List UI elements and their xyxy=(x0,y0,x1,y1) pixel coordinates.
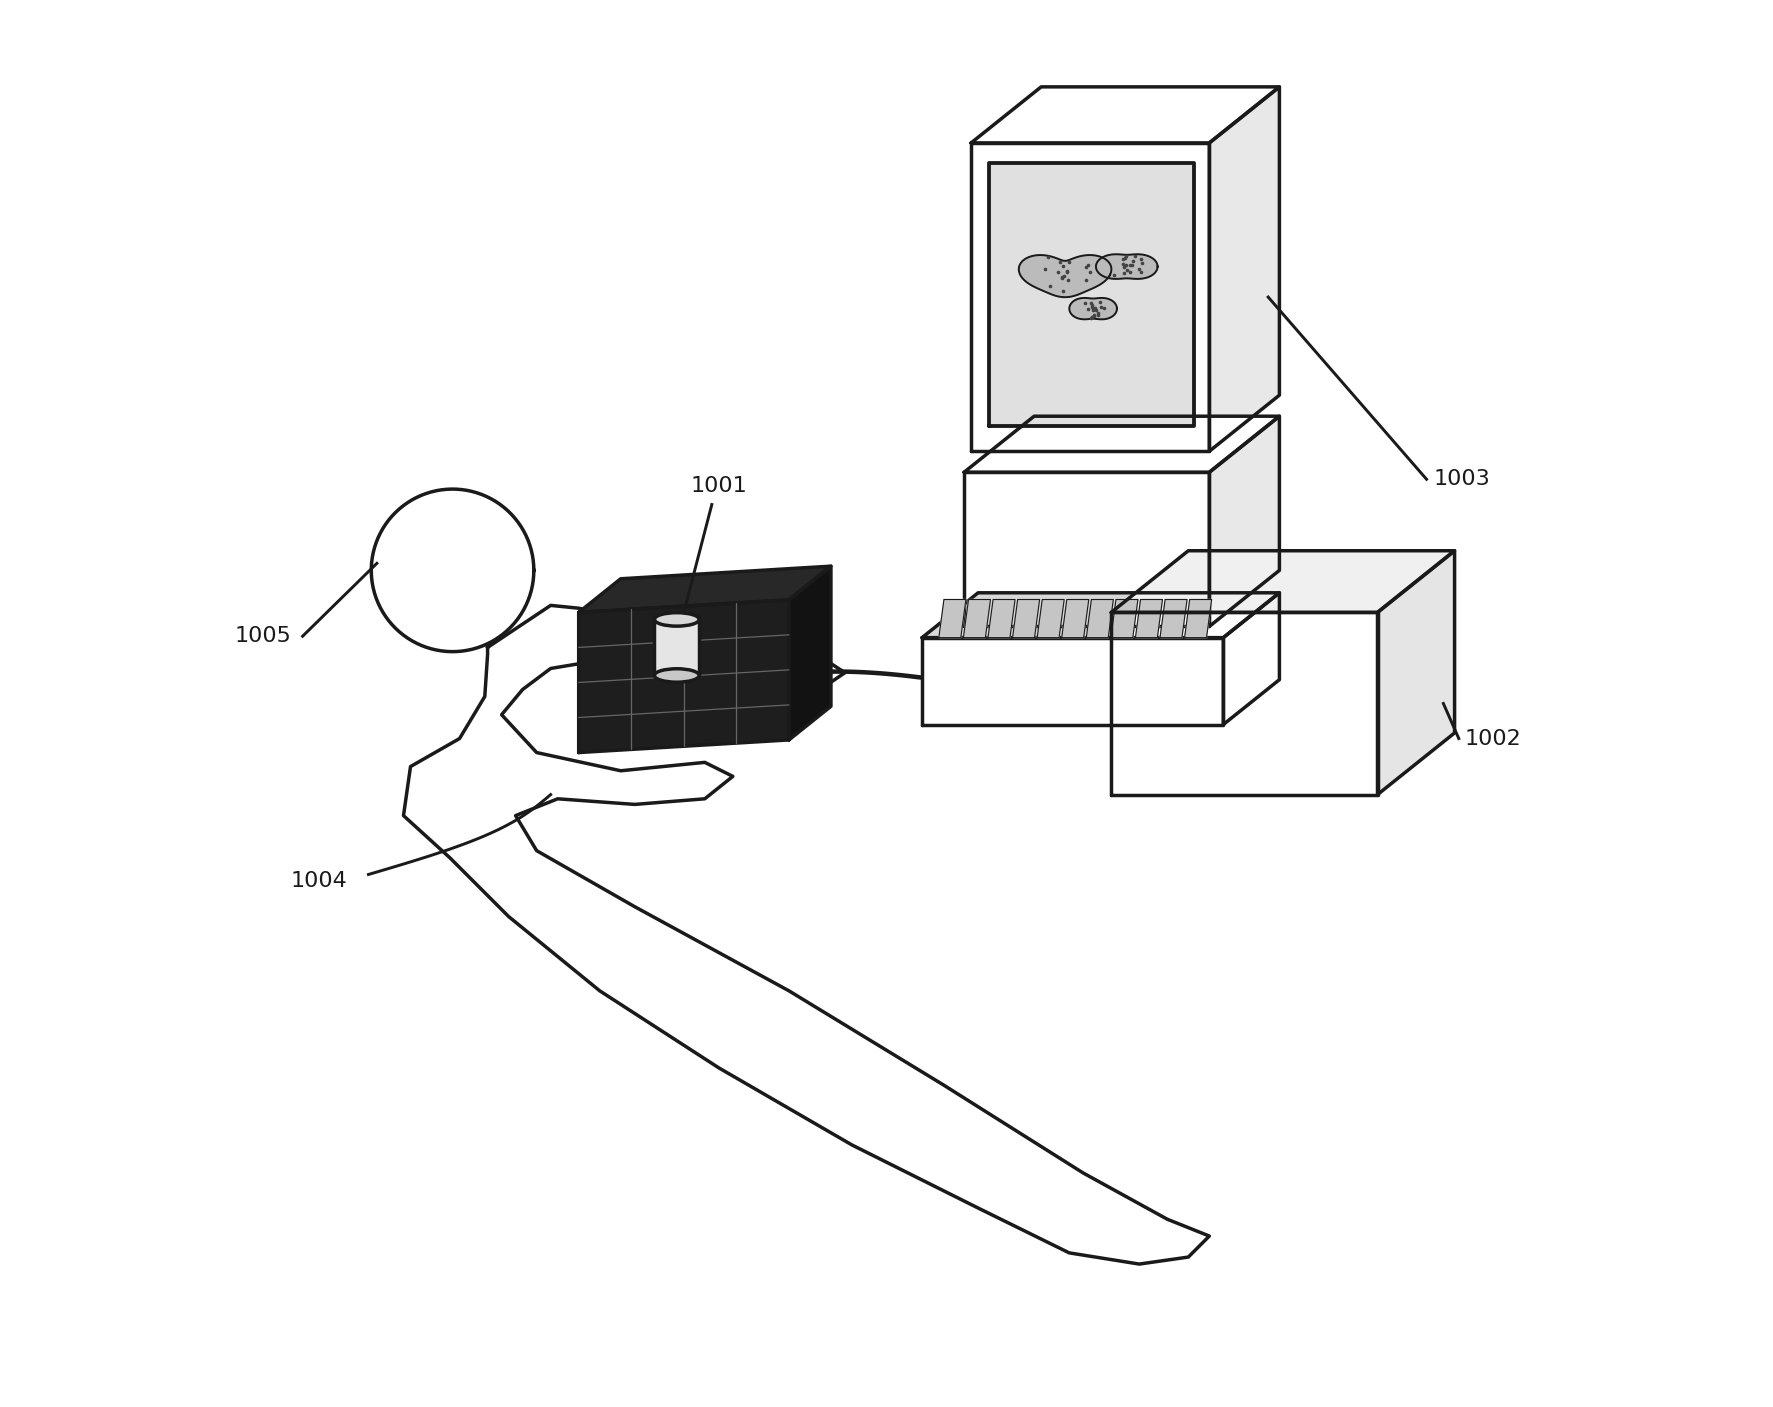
Polygon shape xyxy=(938,599,965,637)
Polygon shape xyxy=(1037,599,1064,637)
Polygon shape xyxy=(963,599,989,637)
Polygon shape xyxy=(578,599,789,753)
Polygon shape xyxy=(1184,599,1211,637)
Polygon shape xyxy=(922,592,1278,637)
Polygon shape xyxy=(402,605,1209,1263)
Polygon shape xyxy=(1209,87,1278,452)
Polygon shape xyxy=(970,87,1278,144)
Polygon shape xyxy=(1135,599,1161,637)
Polygon shape xyxy=(1096,255,1158,279)
Polygon shape xyxy=(1060,599,1089,637)
Polygon shape xyxy=(1018,255,1112,297)
Polygon shape xyxy=(1110,599,1136,637)
Polygon shape xyxy=(1160,599,1186,637)
Polygon shape xyxy=(963,473,1209,626)
Polygon shape xyxy=(1209,416,1278,626)
Polygon shape xyxy=(1110,550,1454,612)
Polygon shape xyxy=(1376,550,1454,795)
Polygon shape xyxy=(371,490,534,651)
Ellipse shape xyxy=(654,612,699,626)
Text: 1004: 1004 xyxy=(291,871,348,892)
Polygon shape xyxy=(654,619,699,675)
Ellipse shape xyxy=(654,668,699,682)
Polygon shape xyxy=(578,566,830,612)
Polygon shape xyxy=(1110,612,1376,795)
Polygon shape xyxy=(988,599,1014,637)
Polygon shape xyxy=(989,163,1193,426)
Polygon shape xyxy=(922,637,1223,725)
Text: 1002: 1002 xyxy=(1463,729,1519,749)
Text: 1001: 1001 xyxy=(690,476,746,497)
Polygon shape xyxy=(1069,298,1117,319)
Polygon shape xyxy=(1223,592,1278,725)
Polygon shape xyxy=(970,144,1209,452)
Text: 1003: 1003 xyxy=(1433,470,1489,490)
Text: 1005: 1005 xyxy=(234,626,291,646)
Polygon shape xyxy=(1085,599,1113,637)
Polygon shape xyxy=(1012,599,1039,637)
Polygon shape xyxy=(789,566,830,740)
Polygon shape xyxy=(963,416,1278,473)
